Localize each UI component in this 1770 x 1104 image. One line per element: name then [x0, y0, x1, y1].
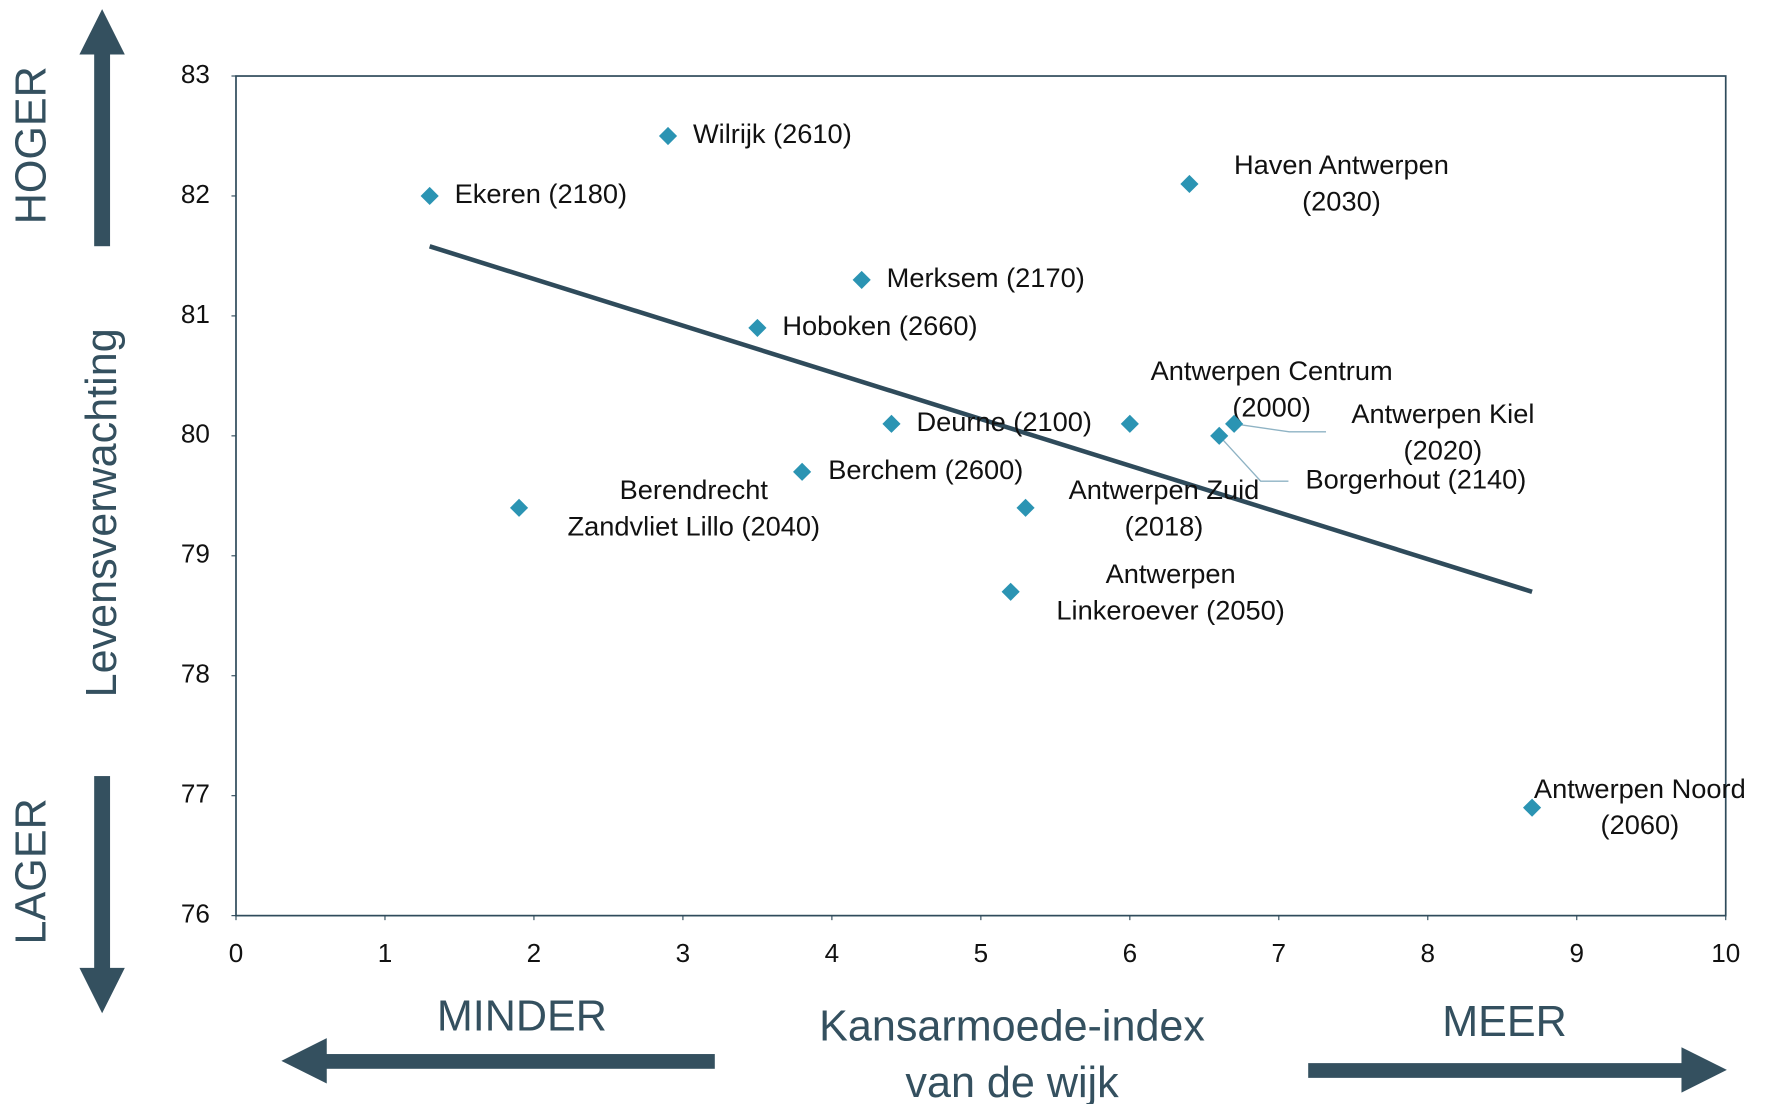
point-label: Haven Antwerpen: [1234, 149, 1449, 180]
x-tick-label: 1: [378, 938, 393, 968]
x-axis-title: van de wijk: [905, 1059, 1119, 1104]
x-tick-label: 7: [1272, 938, 1287, 968]
x-tick-label: 8: [1421, 938, 1436, 968]
chart-body: HOGER LAGER MINDER MEER Levensverwachtin…: [7, 9, 1746, 1104]
arrow-left-head: [281, 1038, 327, 1084]
point-label: Antwerpen: [1106, 558, 1236, 589]
point-label: Borgerhout (2140): [1305, 463, 1526, 494]
point-label: Antwerpen Centrum: [1151, 355, 1393, 386]
arrow-down-shaft: [94, 776, 111, 972]
data-point: [420, 186, 439, 206]
y-tick-label: 79: [181, 539, 210, 569]
x-tick-label: 4: [825, 938, 840, 968]
trendline: [428, 244, 1533, 594]
data-point: [1180, 174, 1199, 194]
point-label: (2030): [1302, 185, 1381, 216]
data-point: [1120, 414, 1139, 433]
y-tick-label: 76: [181, 899, 210, 929]
arrow-right-shaft: [1308, 1063, 1685, 1078]
y-tick-label: 82: [181, 179, 210, 209]
x-axis-title: Kansarmoede-index: [819, 1002, 1205, 1050]
y-tick-label: 81: [181, 299, 210, 329]
point-label: Deurne (2100): [916, 406, 1092, 437]
arrow-up-shaft: [94, 51, 111, 247]
x-tick-label: 6: [1123, 938, 1138, 968]
data-point: [1210, 426, 1229, 445]
x-tick-label: 2: [527, 938, 542, 968]
point-label: (2000): [1232, 391, 1311, 422]
arrow-up-head: [79, 9, 125, 55]
y-tick-label: 77: [181, 779, 210, 809]
point-label: (2018): [1125, 510, 1204, 541]
point-label: Berchem (2600): [828, 454, 1023, 485]
x-tick-label: 9: [1569, 938, 1584, 968]
leader-line: [1234, 423, 1327, 433]
arrow-down-head: [79, 967, 125, 1014]
x-tick-label: 3: [676, 938, 691, 968]
data-point: [748, 318, 767, 337]
arrow-left-shaft: [323, 1054, 715, 1069]
x-tick-label: 5: [974, 938, 989, 968]
point-label: Antwerpen Kiel: [1351, 398, 1534, 429]
y-tick-label: 83: [181, 59, 210, 89]
arrow-right-head: [1681, 1047, 1727, 1093]
annotation-right: MEER: [1442, 998, 1567, 1046]
point-label: Zandvliet Lillo (2040): [567, 510, 820, 541]
annotation-down: LAGER: [7, 798, 55, 944]
point-label: Merksem (2170): [887, 262, 1085, 293]
data-point: [1016, 498, 1035, 517]
annotation-up: HOGER: [7, 66, 55, 224]
data-point: [509, 498, 529, 517]
point-label: Berendrecht: [620, 474, 769, 505]
y-tick-label: 78: [181, 659, 210, 689]
data-point: [1001, 582, 1020, 601]
point-label: Antwerpen Zuid: [1069, 474, 1260, 505]
data-point: [793, 462, 812, 481]
leader-line: [1218, 435, 1289, 482]
y-axis-title: Levensverwachting: [78, 328, 126, 697]
data-point: [882, 414, 901, 433]
data-point: [1522, 798, 1542, 817]
point-label: Antwerpen Noord: [1534, 773, 1746, 804]
data-point: [852, 270, 871, 289]
point-label: (2060): [1601, 809, 1680, 840]
point-label: (2020): [1404, 434, 1483, 465]
point-label: Linkeroever (2050): [1056, 594, 1284, 625]
data-point: [658, 126, 678, 146]
x-tick-label: 0: [229, 938, 244, 968]
annotation-left: MINDER: [437, 992, 607, 1040]
point-label: Wilrijk (2610): [693, 118, 852, 149]
y-tick-label: 80: [181, 419, 210, 449]
x-tick-label: 10: [1711, 938, 1740, 968]
point-label: Hoboken (2660): [782, 310, 977, 341]
point-label: Ekeren (2180): [455, 178, 627, 209]
arrows: [79, 9, 1727, 1093]
